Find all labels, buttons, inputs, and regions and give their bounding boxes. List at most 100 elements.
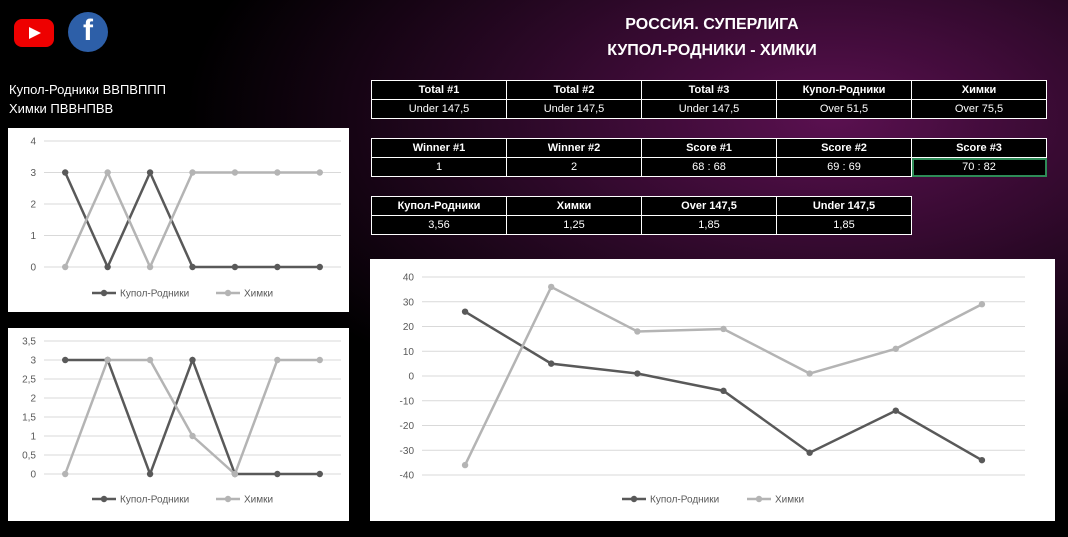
y-tick-label: 30 — [403, 297, 415, 308]
y-tick-label: -10 — [400, 396, 415, 407]
legend-item: Химки — [747, 495, 804, 506]
data-point — [146, 470, 154, 478]
data-point — [62, 356, 69, 364]
data-point — [104, 263, 111, 271]
legend-marker — [100, 495, 108, 503]
y-tick-label: 2 — [30, 394, 36, 405]
legend-item: Купол-Родники — [92, 289, 189, 300]
table-cell[interactable]: Over 51,5 — [776, 99, 912, 119]
data-point — [806, 370, 813, 377]
y-tick-label: 0 — [408, 372, 414, 383]
chart-panel-3[interactable]: -40 -30 -20 -10 0 10 20 30 40 Купол-Родники Химки — [370, 259, 1055, 521]
chart-panel-1[interactable]: 0 1 2 3 4 Купол-Родники Химки — [8, 128, 349, 312]
y-tick-label: 40 — [403, 273, 415, 284]
y-tick-label: 0,5 — [22, 451, 36, 462]
table-cell[interactable]: 69 : 69 — [776, 157, 912, 177]
facebook-icon[interactable]: f — [68, 12, 108, 52]
y-tick-label: -40 — [400, 471, 415, 482]
table-cell[interactable]: 1 — [371, 157, 507, 177]
legend-item: Химки — [216, 495, 273, 506]
data-point — [720, 387, 727, 395]
y-tick-label: 1,5 — [22, 413, 36, 424]
data-point — [316, 263, 323, 271]
y-tick-label: 3 — [30, 168, 36, 179]
odds-table: Купол-Родники Химки Over 147,5 Under 147… — [371, 196, 912, 235]
chart-panel-2[interactable]: 0 0,5 1 1,5 2 2,5 3 3,5 Купол-Родники Химки — [8, 328, 349, 521]
data-point — [189, 169, 196, 176]
scores-table: Winner #1 Winner #2 Score #1 Score #2 Sc… — [371, 138, 1047, 177]
youtube-icon[interactable] — [14, 19, 54, 47]
legend-item: Купол-Родники — [92, 495, 189, 506]
y-tick-label: 1 — [30, 432, 36, 443]
table-header: Winner #1 — [371, 138, 507, 158]
data-point — [231, 169, 239, 176]
selected-cell[interactable]: 70 : 82 — [911, 157, 1047, 177]
table-header: Total #3 — [641, 80, 777, 100]
y-tick-label: 3,5 — [22, 337, 36, 348]
table-header: Score #2 — [776, 138, 912, 158]
data-point — [634, 328, 641, 335]
data-point — [146, 263, 154, 271]
table-header: Score #1 — [641, 138, 777, 158]
table-cell[interactable]: Under 147,5 — [641, 99, 777, 119]
data-point — [892, 407, 899, 414]
y-tick-label: 2,5 — [22, 375, 36, 386]
y-tick-label: 10 — [403, 347, 415, 358]
legend-marker — [630, 495, 638, 503]
data-point — [231, 470, 239, 478]
legend-marker — [224, 289, 232, 297]
y-tick-label: 3 — [30, 356, 36, 367]
table-cell[interactable]: Under 147,5 — [506, 99, 642, 119]
facebook-letter: f — [83, 14, 93, 47]
legend-label: Купол-Родники — [120, 289, 189, 300]
y-tick-label: 0 — [30, 263, 36, 274]
legend-item: Купол-Родники — [622, 495, 719, 506]
y-tick-label: 0 — [30, 470, 36, 481]
legend-marker — [100, 289, 108, 297]
team2-form: Химки ПВВНПВВ — [9, 101, 114, 116]
data-point — [892, 345, 899, 352]
table-header: Total #1 — [371, 80, 507, 100]
data-point — [189, 432, 196, 440]
series-line — [464, 310, 983, 462]
y-tick-label: 1 — [30, 231, 36, 242]
y-tick-label: -30 — [400, 446, 415, 457]
legend-label: Купол-Родники — [120, 495, 189, 506]
table-cell[interactable]: 1,25 — [506, 215, 642, 235]
chart-2: 0 0,5 1 1,5 2 2,5 3 3,5 Купол-Родники Химки — [22, 337, 341, 506]
data-point — [274, 169, 281, 176]
table-cell[interactable]: Under 147,5 — [371, 99, 507, 119]
table-header: Score #3 — [911, 138, 1047, 158]
table-header: Химки — [506, 196, 642, 216]
data-point — [62, 263, 69, 271]
totals-table: Total #1 Total #2 Total #3 Купол-Родники… — [371, 80, 1047, 119]
data-point — [231, 263, 239, 271]
table-cell[interactable]: 68 : 68 — [641, 157, 777, 177]
data-point — [316, 169, 323, 176]
data-point — [634, 370, 641, 377]
table-cell[interactable]: Over 75,5 — [911, 99, 1047, 119]
data-point — [62, 169, 69, 176]
match-title: КУПОЛ-РОДНИКИ - ХИМКИ — [607, 42, 817, 59]
table-cell[interactable]: 1,85 — [641, 215, 777, 235]
table-header: Over 147,5 — [641, 196, 777, 216]
data-point — [316, 470, 323, 478]
data-point — [548, 283, 555, 291]
data-point — [461, 461, 469, 469]
table-cell[interactable]: 2 — [506, 157, 642, 177]
data-point — [62, 470, 69, 478]
legend-label: Купол-Родники — [650, 495, 719, 506]
table-cell[interactable]: 1,85 — [776, 215, 912, 235]
data-point — [548, 360, 555, 367]
y-tick-label: -20 — [400, 421, 415, 432]
y-tick-label: 20 — [403, 322, 415, 333]
y-tick-label: 2 — [30, 200, 36, 211]
y-tick-label: 4 — [30, 137, 36, 148]
data-point — [104, 169, 111, 176]
data-point — [461, 308, 469, 315]
page-title: РОССИЯ. СУПЕРЛИГА — [625, 16, 799, 33]
table-header: Купол-Родники — [371, 196, 507, 216]
table-cell[interactable]: 3,56 — [371, 215, 507, 235]
table-header: Winner #2 — [506, 138, 642, 158]
legend-label: Химки — [775, 495, 804, 506]
